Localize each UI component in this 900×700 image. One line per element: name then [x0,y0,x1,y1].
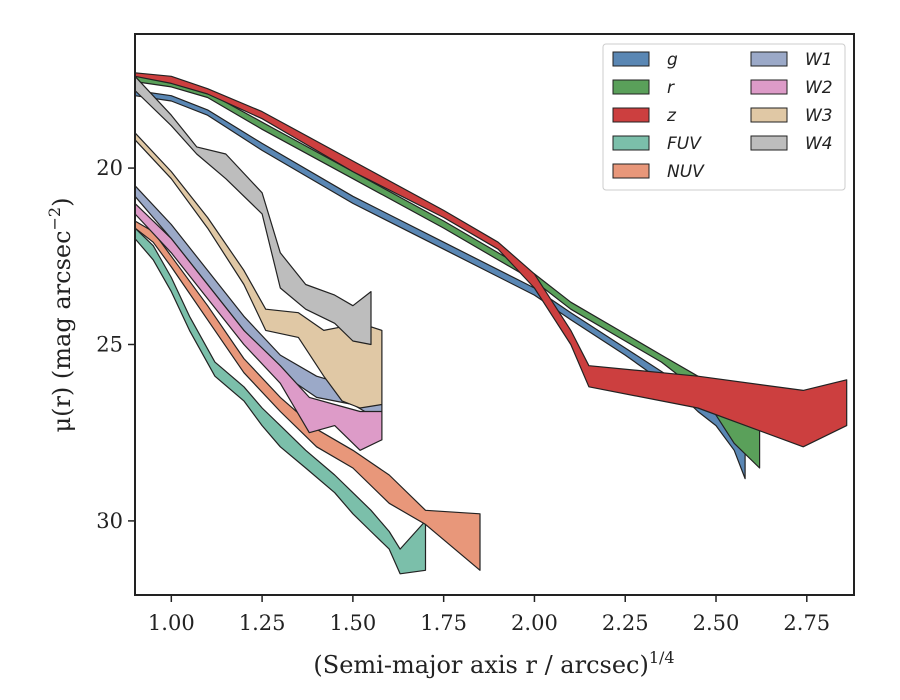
legend-label-nuv: NUV [667,162,705,182]
x-tick-label: 2.00 [511,611,558,635]
x-axis: 1.00 1.25 1.50 1.75 2.00 2.25 2.50 2.75 [148,595,830,635]
band-nuv [134,220,481,571]
legend-swatch-z [612,107,650,123]
legend-label-w4: W4 [805,134,833,154]
band-r [134,73,761,469]
legend-label-r: r [667,78,675,98]
y-axis-label: μ(r) (mag arcsec−2) [45,198,76,433]
x-tick-label: 2.50 [693,611,740,635]
band-z [134,72,848,448]
legend-label-w1: W1 [805,50,833,70]
legend-label-g: g [667,50,678,70]
plot-frame [134,33,855,596]
band-w3 [134,132,383,409]
y-tick-label: 20 [96,156,123,180]
legend-label-z: z [666,106,677,126]
legend-label-w2: W2 [805,78,833,98]
legend-swatch-w3 [750,107,788,123]
band-w4 [134,75,372,346]
x-tick-label: 1.25 [239,611,286,635]
legend-swatch-fuv [612,135,650,151]
legend-swatch-r [612,79,650,95]
y-tick-label: 30 [96,509,123,533]
band-g [134,89,746,480]
band-fuv [134,227,427,575]
y-axis: 20 25 30 [96,156,135,533]
band-w2 [134,202,383,451]
y-axis-label-exponent: −2 [45,207,64,231]
legend-label-w3: W3 [805,106,833,126]
legend-swatch-g [612,51,650,67]
legend-swatch-nuv [612,163,650,179]
legend-swatch-w1 [750,51,788,67]
legend-swatch-w4 [750,135,788,151]
x-tick-label: 2.75 [783,611,830,635]
x-axis-label-exponent: 1/4 [649,648,675,667]
legend: grz FUV NUV W1 W2 W3 W4 [602,43,846,191]
x-tick-label: 2.25 [602,611,649,635]
x-tick-label: 1.50 [329,611,376,635]
legend-swatch-w2 [750,79,788,95]
series-bands [134,72,848,575]
x-axis-label: (Semi-major axis r / arcsec)1/4 [313,648,674,679]
x-tick-label: 1.75 [420,611,467,635]
legend-label-fuv: FUV [667,134,702,154]
x-tick-label: 1.00 [148,611,195,635]
y-tick-label: 25 [96,332,123,356]
